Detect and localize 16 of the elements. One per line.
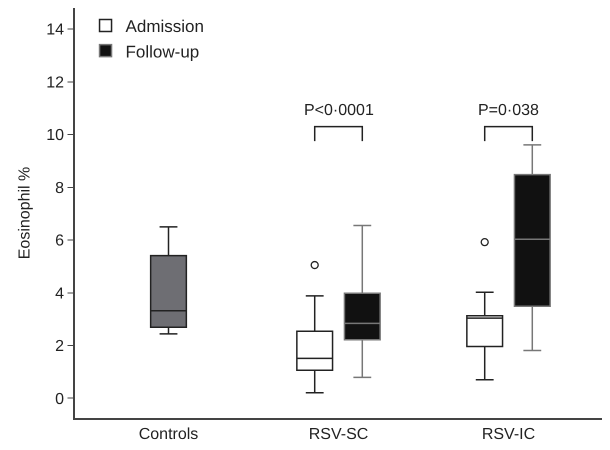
y-axis-title: Eosinophil % (16, 166, 34, 260)
annotation: P<0·0001 (304, 102, 374, 119)
x-tick-label: RSV-IC (482, 426, 536, 443)
y-tick-label: 8 (55, 180, 64, 197)
legend-label: Follow-up (126, 42, 200, 62)
y-tick-label: 10 (46, 127, 64, 144)
y-tick-label: 2 (55, 338, 64, 356)
y-tick-label: 14 (46, 22, 64, 39)
y-tick-label: 6 (55, 232, 64, 250)
y-tick-label: 12 (46, 74, 64, 92)
y-tick-label: 0 (55, 390, 64, 408)
x-tick-label: Controls (138, 426, 198, 443)
annotation: P=0·038 (478, 102, 540, 119)
y-tick-label: 4 (55, 285, 64, 302)
x-tick-label: RSV-SC (308, 426, 368, 443)
legend-label: Admission (126, 17, 204, 36)
